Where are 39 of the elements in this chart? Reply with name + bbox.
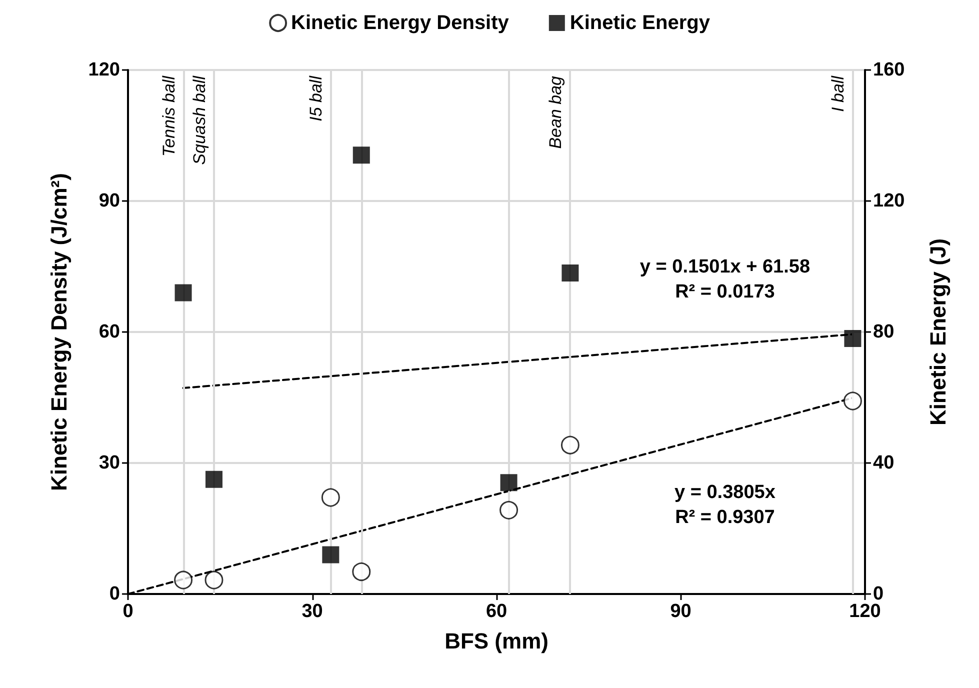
annotation: y = 0.3805x R² = 0.9307 bbox=[674, 482, 776, 528]
y-tick-label: 120 bbox=[88, 60, 120, 80]
point bbox=[843, 392, 862, 410]
point bbox=[205, 470, 222, 488]
x-axis-title: BFS (mm) bbox=[444, 628, 548, 654]
ref-line-label: Tennis ball bbox=[159, 74, 178, 157]
y-tick-label: 30 bbox=[98, 452, 120, 474]
point bbox=[204, 570, 224, 590]
point bbox=[174, 284, 192, 302]
point bbox=[844, 330, 862, 348]
point bbox=[352, 562, 371, 581]
x-tick-label: 30 bbox=[302, 601, 323, 622]
legend-label: Kinetic Energy bbox=[570, 12, 711, 34]
point bbox=[321, 488, 340, 507]
ref-line-label: Bean bag bbox=[546, 75, 566, 149]
point bbox=[500, 474, 518, 492]
x-tick-label: 0 bbox=[122, 601, 134, 622]
point bbox=[174, 570, 193, 590]
x-tick-label: 60 bbox=[486, 601, 508, 622]
point bbox=[560, 436, 580, 454]
y2-tick-label: 160 bbox=[873, 60, 905, 80]
point bbox=[562, 264, 579, 282]
y2-tick-label: 40 bbox=[873, 452, 894, 474]
y-tick-label: 0 bbox=[109, 584, 120, 604]
ref-line-label: Squash ball bbox=[190, 74, 209, 165]
y-axis-title: Kinetic Energy Density (J/cm²) bbox=[46, 173, 72, 491]
point bbox=[352, 146, 370, 164]
legend-label: Kinetic Energy Density bbox=[291, 12, 510, 34]
y-tick-label: 90 bbox=[98, 190, 120, 212]
ref-line-label: I ball bbox=[828, 74, 848, 112]
annotation: y = 0.1501x + 61.58 R² = 0.0173 bbox=[640, 256, 810, 303]
x-tick-label: 90 bbox=[670, 601, 692, 622]
y-tick-label: 60 bbox=[98, 322, 120, 342]
y2-axis-title: Kinetic Energy (J) bbox=[926, 238, 950, 426]
point bbox=[500, 500, 518, 520]
y2-tick-label: 120 bbox=[873, 190, 905, 212]
y2-tick-label: 80 bbox=[873, 322, 894, 342]
point bbox=[322, 546, 340, 564]
ref-line-label: I5 ball bbox=[306, 74, 326, 122]
